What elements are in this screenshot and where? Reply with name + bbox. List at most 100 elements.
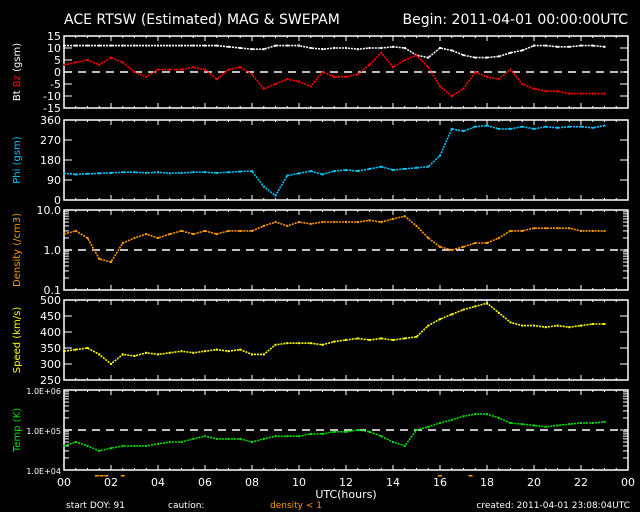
data-point-phi [98,172,101,175]
data-point-density [556,227,559,230]
data-point-bz [145,75,148,78]
data-point-bz [427,66,430,69]
data-point-phi [309,170,312,173]
data-point-speed [439,318,441,321]
data-point-density [568,227,571,230]
x-tick-label: 06 [198,476,212,489]
data-point-phi [415,166,418,169]
data-point-bt [403,47,406,49]
data-point-phi [333,170,336,173]
data-point-bt [427,56,430,59]
data-point-density [298,221,300,224]
data-point-temp [86,444,89,447]
data-point-temp [321,432,324,435]
data-point-bz [509,68,512,71]
data-point-bz [227,68,230,71]
y-tick-label: 350 [40,342,61,355]
data-point-temp [356,429,359,431]
x-tick-label: 10 [292,476,306,489]
y-axis-label-part: Phi (gsm) [12,136,23,184]
data-point-speed [403,337,406,340]
data-point-bz [204,68,206,71]
data-point-temp [427,425,430,428]
series-temp [63,413,605,452]
data-point-phi [568,125,571,128]
data-point-density [74,229,77,232]
y-tick-label: 0 [54,66,61,79]
data-point-temp [450,418,453,421]
y-tick-label: 1.0E+04 [26,467,61,476]
data-point-bt [580,44,582,47]
data-point-density [356,221,359,224]
data-point-bz [368,63,371,66]
data-point-speed [251,353,253,356]
data-point-speed [450,313,453,316]
data-point-bt [251,48,253,51]
data-point-bz [309,85,312,88]
data-point-phi [298,172,300,175]
data-point-speed [427,324,430,327]
caution-mark [94,475,99,477]
data-point-phi [345,169,347,171]
data-point-phi [603,124,606,127]
data-point-bt [180,44,183,47]
series-bz [63,51,605,97]
data-point-bt [133,44,136,47]
data-point-bz [380,51,383,54]
data-point-speed [204,350,206,353]
data-point-bz [192,66,195,69]
data-point-speed [227,350,230,353]
data-point-phi [157,171,159,174]
data-point-temp [192,437,195,440]
data-point-phi [74,173,77,176]
data-point-phi [497,127,500,130]
data-point-phi [204,171,206,174]
data-point-density [462,245,465,248]
y-axis-label-part: Bt [12,90,23,101]
data-point-speed [239,348,242,351]
series-speed [63,302,605,366]
data-point-temp [262,437,265,440]
data-point-speed [298,342,300,345]
data-point-bt [486,56,488,59]
data-point-bz [121,61,124,64]
data-point-bz [403,59,406,61]
data-point-bz [333,75,336,78]
data-point-speed [192,351,195,354]
data-point-speed [168,351,171,354]
data-point-temp [333,430,336,433]
y-tick-label: 90 [47,174,61,187]
data-point-density [133,236,136,239]
x-tick-label: 14 [386,476,400,489]
y-axis-label-part: Bz [12,75,23,90]
data-point-phi [439,154,441,157]
data-point-speed [368,339,371,341]
data-point-temp [274,435,277,438]
data-point-speed [321,343,324,346]
x-tick-label: 00 [57,476,71,489]
data-point-phi [168,172,171,175]
data-point-density [168,233,171,236]
x-tick-label: 22 [574,476,588,489]
data-point-density [497,236,500,239]
data-point-bz [533,87,535,90]
data-point-density [204,229,206,232]
data-point-speed [462,308,465,311]
y-tick-label: 0.1 [44,284,62,297]
y-tick-label: 300 [40,358,61,371]
data-point-bt [368,47,371,49]
data-point-phi [556,126,559,129]
data-point-bz [251,73,253,76]
x-tick-label: 00 [621,476,635,489]
data-point-speed [286,342,289,345]
data-point-bz [544,90,547,93]
data-point-bt [450,49,453,52]
data-point-density [380,221,383,224]
data-point-bz [157,68,159,71]
data-point-phi [427,165,430,168]
data-point-temp [98,449,101,452]
data-point-temp [204,435,206,438]
y-tick-label: 0 [54,194,61,207]
data-point-density [157,236,159,239]
data-point-temp [556,424,559,427]
